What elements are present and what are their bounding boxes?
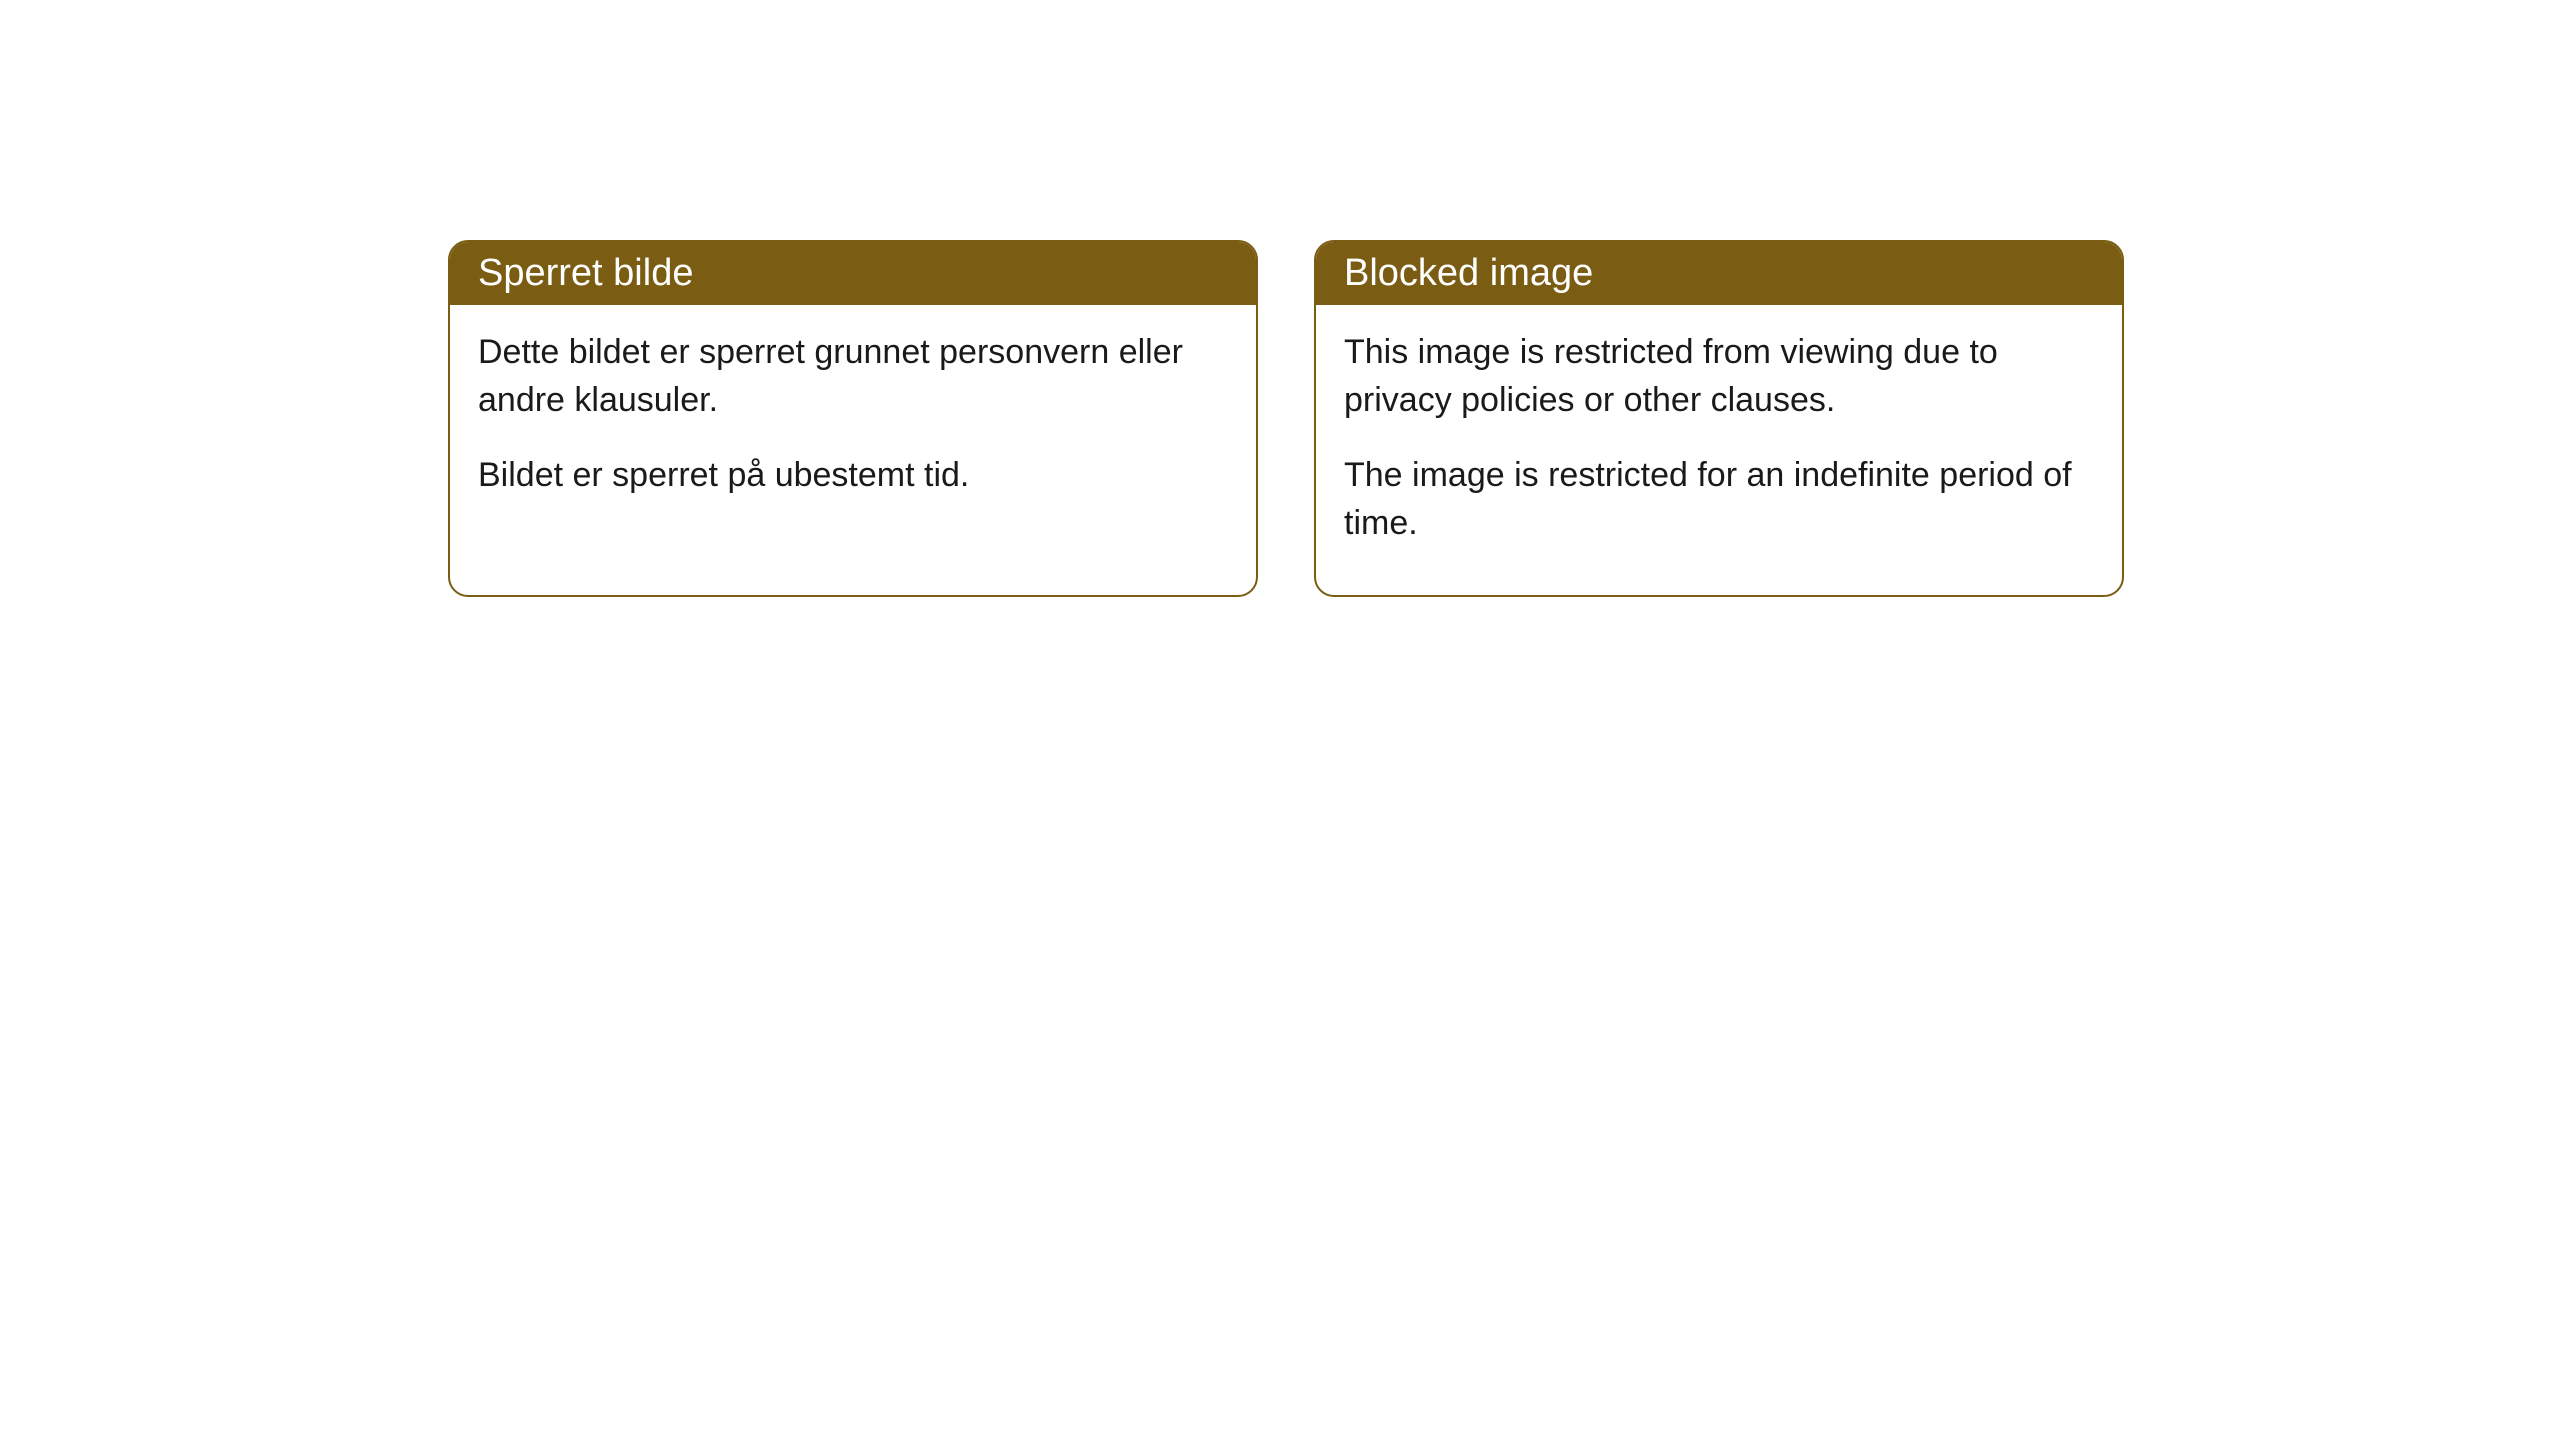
notice-cards-container: Sperret bilde Dette bildet er sperret gr…: [0, 0, 2560, 597]
card-body: Dette bildet er sperret grunnet personve…: [450, 305, 1256, 548]
card-title: Blocked image: [1344, 252, 1593, 294]
card-title: Sperret bilde: [478, 252, 693, 294]
notice-text-2: Bildet er sperret på ubestemt tid.: [478, 452, 1228, 500]
blocked-image-card-english: Blocked image This image is restricted f…: [1314, 240, 2124, 597]
notice-text-1: This image is restricted from viewing du…: [1344, 329, 2094, 424]
notice-text-1: Dette bildet er sperret grunnet personve…: [478, 329, 1228, 424]
card-header: Sperret bilde: [450, 242, 1256, 305]
notice-text-2: The image is restricted for an indefinit…: [1344, 452, 2094, 547]
card-header: Blocked image: [1316, 242, 2122, 305]
card-body: This image is restricted from viewing du…: [1316, 305, 2122, 595]
blocked-image-card-norwegian: Sperret bilde Dette bildet er sperret gr…: [448, 240, 1258, 597]
